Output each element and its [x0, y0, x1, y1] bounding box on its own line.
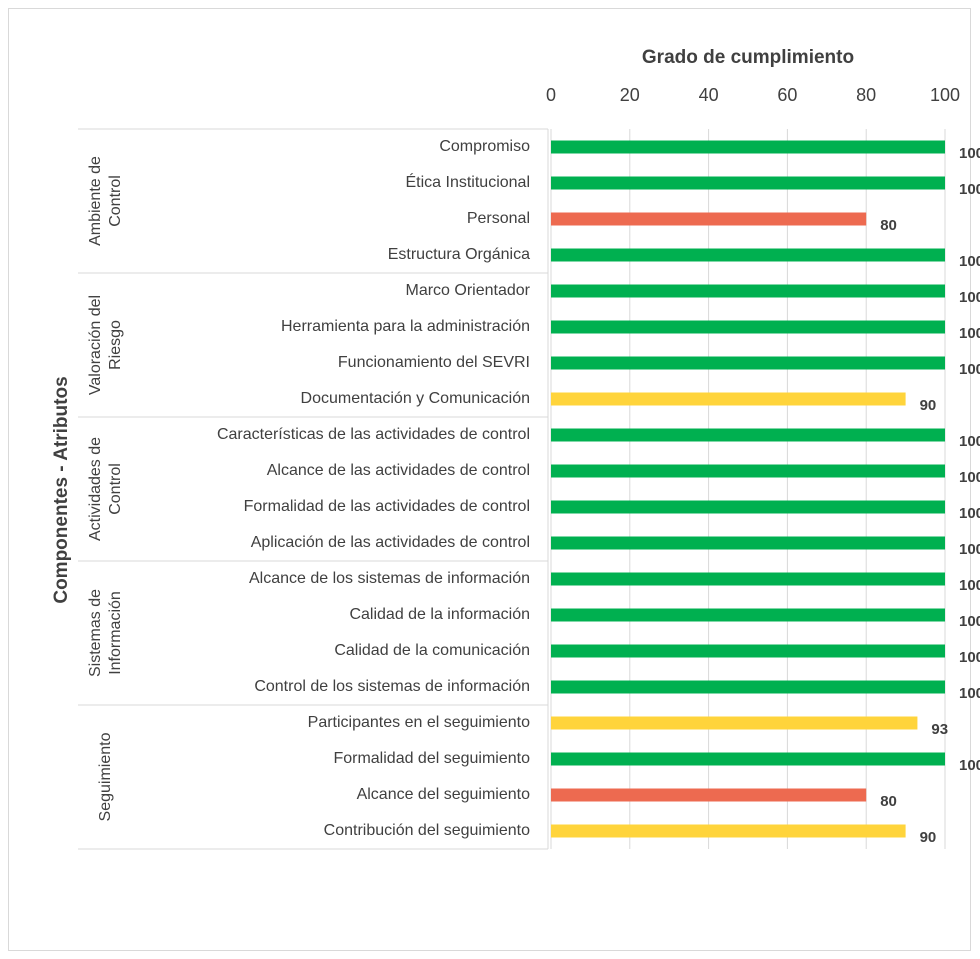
category-label: Compromiso: [439, 138, 530, 155]
x-tick-label: 80: [856, 85, 876, 105]
value-label: 80: [880, 217, 897, 234]
x-tick-label: 40: [699, 85, 719, 105]
value-label: 90: [920, 829, 937, 846]
category-label: Control de los sistemas de información: [254, 678, 530, 695]
value-label: 100: [959, 325, 980, 342]
value-label: 100: [959, 613, 980, 630]
bar: [551, 428, 945, 442]
value-label: 100: [959, 145, 980, 162]
group-label: Control: [107, 463, 124, 515]
bar: [551, 716, 918, 730]
category-label: Estructura Orgánica: [388, 246, 530, 263]
bar: [551, 464, 945, 478]
bar: [551, 140, 945, 154]
category-label: Marco Orientador: [406, 282, 531, 299]
x-tick-label: 20: [620, 85, 640, 105]
value-label: 100: [959, 541, 980, 558]
value-label: 100: [959, 433, 980, 450]
bar: [551, 788, 867, 802]
bar: [551, 392, 906, 406]
value-label: 100: [959, 469, 980, 486]
category-label: Aplicación de las actividades de control: [251, 534, 530, 551]
value-label: 100: [959, 757, 980, 774]
group-label: Valoración del: [87, 295, 104, 395]
category-label: Alcance de las actividades de control: [267, 462, 530, 479]
bar: [551, 572, 945, 586]
bar: [551, 176, 945, 190]
category-label: Formalidad de las actividades de control: [244, 498, 530, 515]
category-label: Funcionamiento del SEVRI: [338, 354, 530, 371]
value-label: 100: [959, 649, 980, 666]
value-label: 100: [959, 181, 980, 198]
bar: [551, 500, 945, 514]
chart-title: Grado de cumplimiento: [642, 47, 854, 68]
bar: [551, 356, 945, 370]
bar: [551, 320, 945, 334]
category-label: Ética Institucional: [405, 172, 530, 191]
category-label: Características de las actividades de co…: [217, 426, 530, 443]
group-label: Ambiente de: [87, 156, 104, 246]
value-label: 100: [959, 253, 980, 270]
value-label: 100: [959, 361, 980, 378]
value-label: 100: [959, 685, 980, 702]
category-label: Contribución del seguimiento: [324, 822, 530, 839]
group-label: Seguimiento: [97, 732, 114, 821]
x-tick-label: 0: [546, 85, 556, 105]
group-label: Riesgo: [107, 320, 124, 370]
group-label: Información: [107, 591, 124, 675]
category-label: Alcance de los sistemas de información: [249, 570, 530, 587]
group-label: Actividades de: [87, 437, 104, 541]
x-tick-label: 100: [930, 85, 960, 105]
bar: [551, 536, 945, 550]
value-label: 93: [931, 721, 948, 738]
bar: [551, 608, 945, 622]
value-label: 100: [959, 505, 980, 522]
bar: [551, 752, 945, 766]
value-label: 80: [880, 793, 897, 810]
group-label: Control: [107, 175, 124, 227]
category-label: Participantes en el seguimiento: [308, 714, 530, 731]
value-label: 90: [920, 397, 937, 414]
bar: [551, 284, 945, 298]
value-label: 100: [959, 289, 980, 306]
bar: [551, 212, 867, 226]
group-label: Sistemas de: [87, 589, 104, 677]
bar: [551, 248, 945, 262]
value-label: 100: [959, 577, 980, 594]
x-tick-label: 60: [777, 85, 797, 105]
category-label: Alcance del seguimiento: [357, 786, 531, 803]
bar: [551, 644, 945, 658]
category-label: Formalidad del seguimiento: [333, 750, 530, 767]
category-label: Herramienta para la administración: [281, 318, 530, 335]
category-label: Calidad de la información: [349, 606, 530, 623]
bar: [551, 680, 945, 694]
bar: [551, 824, 906, 838]
y-axis-title: Componentes - Atributos: [51, 376, 72, 603]
category-label: Personal: [467, 210, 530, 227]
category-label: Documentación y Comunicación: [301, 390, 530, 407]
category-label: Calidad de la comunicación: [334, 642, 530, 659]
